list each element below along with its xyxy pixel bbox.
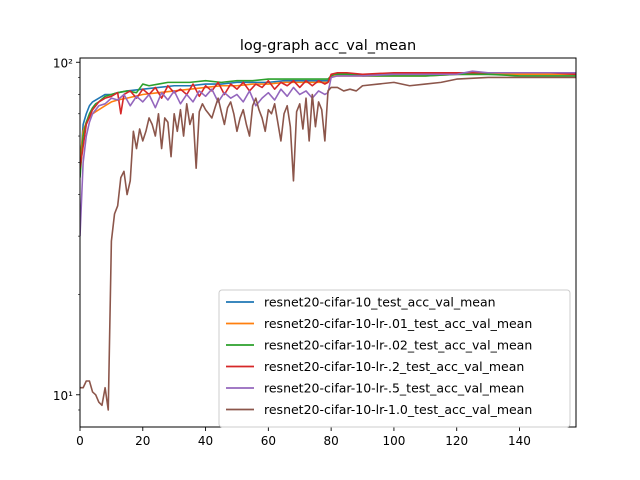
x-tick-label: 20 — [135, 434, 150, 448]
series-line-4 — [80, 71, 576, 169]
series-line-5 — [80, 70, 576, 237]
legend-label: resnet20-cifar-10-lr-.5_test_acc_val_mea… — [264, 381, 524, 396]
x-tick-label: 120 — [445, 434, 468, 448]
legend-label: resnet20-cifar-10-lr-.01_test_acc_val_me… — [264, 316, 532, 331]
x-tick-label: 100 — [382, 434, 405, 448]
series-line-6 — [80, 76, 576, 411]
x-tick-label: 0 — [76, 434, 84, 448]
legend-label: resnet20-cifar-10-lr-.2_test_acc_val_mea… — [264, 359, 524, 374]
legend: resnet20-cifar-10_test_acc_val_meanresne… — [218, 289, 571, 428]
series-layer — [80, 70, 576, 411]
x-tick-label: 80 — [323, 434, 338, 448]
y-tick-label: 10¹ — [53, 389, 73, 403]
legend-label: resnet20-cifar-10-lr-.02_test_acc_val_me… — [264, 338, 532, 353]
x-tick-label: 140 — [508, 434, 531, 448]
y-tick-label: 10² — [53, 56, 73, 70]
y-axis: 10¹ 10² — [53, 56, 80, 411]
legend-box — [218, 289, 571, 428]
x-tick-label: 40 — [198, 434, 213, 448]
legend-label: resnet20-cifar-10_test_acc_val_mean — [264, 295, 496, 310]
legend-label: resnet20-cifar-10-lr-1.0_test_acc_val_me… — [264, 402, 532, 417]
x-axis: 0 20 40 60 80 100 120 140 — [76, 427, 531, 448]
chart-title: log-graph acc_val_mean — [240, 38, 416, 54]
x-tick-label: 60 — [261, 434, 276, 448]
